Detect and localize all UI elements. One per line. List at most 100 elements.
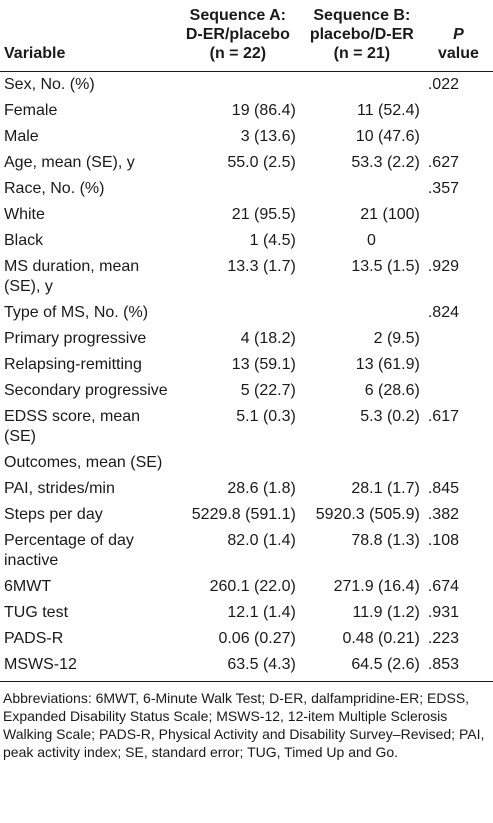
baseline-characteristics-table: Variable Sequence A: D-ER/placebo (n = 2… [0, 0, 493, 682]
row-value-a: 19 (86.4) [231, 102, 296, 119]
row-label: Type of MS, No. (%) [4, 304, 149, 321]
table-row: Relapsing-remitting 13 (59.1) 13 (61.9) [0, 352, 493, 378]
row-label: Black [4, 232, 44, 249]
header-sequence-a: Sequence A: D-ER/placebo (n = 22) [176, 0, 300, 72]
row-p-value [424, 98, 493, 124]
row-p-value [424, 352, 493, 378]
row-value-b [300, 450, 424, 476]
row-value-a: 4 (18.2) [240, 330, 296, 347]
row-value-a: 5 (22.7) [240, 382, 296, 399]
header-p-value: P value [424, 0, 493, 72]
row-value-b: 10 (47.6) [355, 128, 420, 145]
row-p-value: .357 [427, 180, 459, 197]
table-row: Sex, No. (%) .022 [0, 72, 493, 99]
row-value-b: 2 (9.5) [373, 330, 420, 347]
row-p-value: .022 [427, 76, 459, 93]
row-value-a [176, 450, 300, 476]
table-row: TUG test 12.1 (1.4) 11.9 (1.2) .931 [0, 600, 493, 626]
row-value-a: 260.1 (22.0) [209, 578, 296, 595]
table-row: Primary progressive 4 (18.2) 2 (9.5) [0, 326, 493, 352]
row-label: EDSS score, mean (SE) [4, 408, 141, 445]
table-row: MSWS-12 63.5 (4.3) 64.5 (2.6) .853 [0, 652, 493, 682]
row-label: MS duration, mean (SE), y [4, 258, 140, 295]
row-value-a: 13 (59.1) [231, 356, 296, 373]
row-value-b: 64.5 (2.6) [351, 656, 420, 673]
row-p-value [424, 228, 493, 254]
row-p-value [424, 326, 493, 352]
table-row: Black 1 (4.5) 0 [0, 228, 493, 254]
row-value-a: 5229.8 (591.1) [191, 506, 296, 523]
row-value-b: 0 [366, 232, 376, 249]
row-label: Secondary progressive [4, 382, 168, 399]
table-row: MS duration, mean (SE), y 13.3 (1.7) 13.… [0, 254, 493, 300]
row-value-b: 5.3 (0.2) [360, 408, 420, 425]
row-value-a [176, 300, 300, 326]
row-label: PADS-R [4, 630, 64, 647]
row-value-a: 12.1 (1.4) [227, 604, 296, 621]
row-value-b: 78.8 (1.3) [351, 532, 420, 549]
row-label: MSWS-12 [4, 656, 77, 673]
row-label: Male [4, 128, 39, 145]
header-sequence-a-line3: (n = 22) [209, 45, 267, 62]
header-sequence-b: Sequence B: placebo/D-ER (n = 21) [300, 0, 424, 72]
table-row: Male 3 (13.6) 10 (47.6) [0, 124, 493, 150]
table-row: White 21 (95.5) 21 (100) [0, 202, 493, 228]
row-label: Percentage of day inactive [4, 532, 134, 569]
row-p-value [424, 124, 493, 150]
header-sequence-a-line2: D-ER/placebo [185, 26, 290, 43]
row-value-a [176, 176, 300, 202]
row-p-value: .824 [427, 304, 459, 321]
row-value-a: 28.6 (1.8) [227, 480, 296, 497]
row-value-b: 28.1 (1.7) [351, 480, 420, 497]
table-row: Female 19 (86.4) 11 (52.4) [0, 98, 493, 124]
row-p-value: .382 [427, 506, 459, 523]
header-variable: Variable [4, 45, 66, 62]
row-label: Relapsing-remitting [4, 356, 142, 373]
row-value-b: 0.48 (0.21) [342, 630, 420, 647]
row-label: TUG test [4, 604, 69, 621]
row-label: Age, mean (SE), y [4, 154, 135, 171]
row-value-a: 0.06 (0.27) [218, 630, 296, 647]
row-value-b: 13.5 (1.5) [351, 258, 420, 275]
row-p-value [424, 202, 493, 228]
row-label: PAI, strides/min [4, 480, 115, 497]
row-value-b: 11.9 (1.2) [352, 604, 420, 621]
table-row: Type of MS, No. (%) .824 [0, 300, 493, 326]
table-row: PADS-R 0.06 (0.27) 0.48 (0.21) .223 [0, 626, 493, 652]
row-value-b: 21 (100) [360, 206, 420, 223]
row-p-value: .674 [427, 578, 459, 595]
row-p-value: .929 [427, 258, 459, 275]
row-p-value [424, 450, 493, 476]
row-value-b [300, 300, 424, 326]
table-row: 6MWT 260.1 (22.0) 271.9 (16.4) .674 [0, 574, 493, 600]
header-p-line2: value [437, 45, 479, 62]
row-label: Sex, No. (%) [4, 76, 95, 93]
row-value-a: 82.0 (1.4) [227, 532, 296, 549]
row-value-a: 55.0 (2.5) [227, 154, 296, 171]
row-value-a: 63.5 (4.3) [227, 656, 296, 673]
table-row: Percentage of day inactive 82.0 (1.4) 78… [0, 528, 493, 574]
row-p-value: .931 [427, 604, 459, 621]
table-row: Secondary progressive 5 (22.7) 6 (28.6) [0, 378, 493, 404]
row-p-value: .627 [427, 154, 459, 171]
row-value-b: 5920.3 (505.9) [315, 506, 420, 523]
row-value-a: 3 (13.6) [240, 128, 296, 145]
row-value-b: 11 (52.4) [356, 102, 420, 119]
row-value-a: 13.3 (1.7) [227, 258, 296, 275]
row-value-a [176, 72, 300, 99]
table-row: Outcomes, mean (SE) [0, 450, 493, 476]
header-sequence-b-line3: (n = 21) [333, 45, 391, 62]
row-label: Primary progressive [4, 330, 147, 347]
table-row: EDSS score, mean (SE) 5.1 (0.3) 5.3 (0.2… [0, 404, 493, 450]
row-label: 6MWT [4, 578, 52, 595]
row-label: Female [4, 102, 58, 119]
header-p-line1: P [453, 26, 464, 43]
row-value-b: 6 (28.6) [364, 382, 420, 399]
table-row: Steps per day 5229.8 (591.1) 5920.3 (505… [0, 502, 493, 528]
row-value-b: 53.3 (2.2) [351, 154, 420, 171]
header-sequence-a-line1: Sequence A: [189, 7, 286, 24]
header-sequence-b-line2: placebo/D-ER [309, 26, 414, 43]
row-value-b: 271.9 (16.4) [333, 578, 420, 595]
row-label: White [4, 206, 45, 223]
